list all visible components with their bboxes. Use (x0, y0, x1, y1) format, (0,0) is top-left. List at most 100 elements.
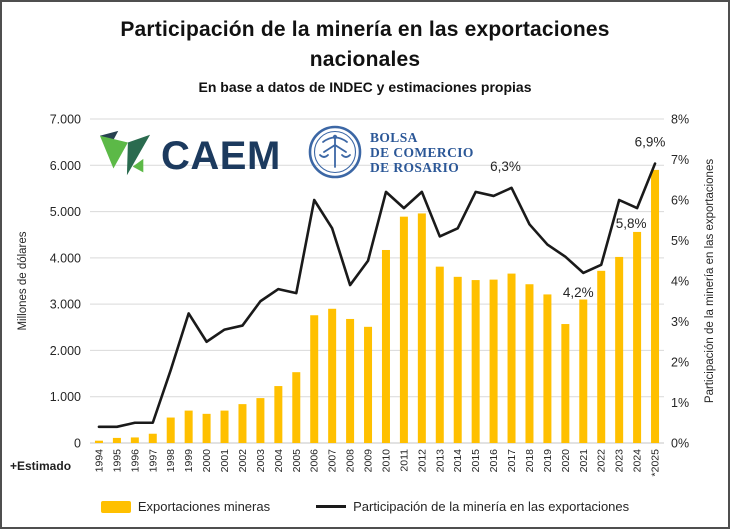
bar-2011 (399, 216, 408, 443)
bcr-logo-line3: DE ROSARIO (370, 159, 460, 175)
x-label-2017: 2017 (506, 449, 518, 473)
bar-2005 (292, 372, 301, 443)
x-label-2013: 2013 (434, 449, 446, 473)
x-label-2015: 2015 (470, 449, 482, 473)
x-label-2023: 2023 (614, 449, 626, 473)
bar-2016 (489, 279, 498, 443)
bar-2008 (346, 318, 355, 443)
x-label-2003: 2003 (255, 449, 267, 473)
left-tick-4.000: 4.000 (50, 251, 81, 265)
left-tick-6.000: 6.000 (50, 159, 81, 173)
x-label-1998: 1998 (165, 449, 177, 473)
x-label-2009: 2009 (363, 449, 375, 473)
caem-logo: CAEM (98, 129, 281, 183)
caem-logo-text: CAEM (161, 134, 281, 178)
right-tick-7%: 7% (671, 153, 689, 167)
x-label-2020: 2020 (560, 449, 572, 473)
x-label-2008: 2008 (345, 449, 357, 473)
annotation-2021: 4,2% (563, 285, 594, 300)
x-label-*2025: *2025 (650, 449, 662, 477)
x-label-2007: 2007 (327, 449, 339, 473)
bar-2015 (471, 280, 480, 443)
bar-2000 (202, 413, 211, 443)
caem-logo-icon (99, 130, 151, 176)
right-tick-3%: 3% (671, 315, 689, 329)
legend-item-participation: Participación de la minería en las expor… (316, 499, 629, 514)
bar-2004 (274, 386, 283, 443)
bar-2022 (597, 270, 606, 443)
x-label-2016: 2016 (488, 449, 500, 473)
bar-1996 (130, 437, 139, 443)
line-swatch-icon (316, 505, 347, 508)
left-tick-5.000: 5.000 (50, 205, 81, 219)
x-label-1999: 1999 (183, 449, 195, 473)
right-tick-0%: 0% (671, 437, 689, 451)
left-tick-0: 0 (74, 437, 81, 451)
bar-2009 (364, 326, 373, 443)
right-axis-title: Participación de la minería en las expor… (704, 159, 716, 403)
bar-2007 (328, 308, 337, 443)
bar-2020 (561, 324, 570, 443)
bar-2006 (310, 315, 319, 443)
x-label-2006: 2006 (309, 449, 321, 473)
bar-1997 (148, 433, 157, 443)
left-axis-ticks: 0 1.000 2.000 3.000 4.000 5.000 6.000 7.000 (50, 113, 81, 451)
left-tick-3.000: 3.000 (50, 298, 81, 312)
legend-label-exports: Exportaciones mineras (137, 499, 271, 514)
bcr-logo-line2: DE COMERCIO (370, 144, 474, 160)
participation-line (97, 162, 657, 429)
bar-1995 (112, 437, 121, 443)
legend-item-exports: Exportaciones mineras (100, 499, 271, 514)
annotations: 6,3% 4,2% 5,8% 6,9% (490, 135, 665, 300)
x-label-1994: 1994 (93, 449, 105, 473)
x-label-2014: 2014 (452, 449, 464, 473)
x-label-2022: 2022 (596, 449, 608, 473)
x-label-2021: 2021 (578, 449, 590, 473)
x-label-2019: 2019 (542, 449, 554, 473)
right-tick-4%: 4% (671, 275, 689, 289)
bar-*2025 (651, 169, 660, 443)
right-tick-1%: 1% (671, 396, 689, 410)
right-tick-2%: 2% (671, 356, 689, 370)
x-label-2024: 2024 (632, 449, 644, 473)
bar-1998 (166, 417, 175, 443)
bar-2012 (417, 213, 426, 443)
estimated-footnote: +Estimado (10, 459, 72, 473)
x-axis-labels: 1994 1995 1996 1997 1998 1999 2000 2001 2002 2003… (93, 449, 661, 477)
bar-2019 (543, 294, 552, 443)
bar-swatch-icon (100, 500, 131, 513)
bar-2001 (220, 410, 229, 443)
legend-label-participation: Participación de la minería en las expor… (353, 499, 630, 514)
x-label-2004: 2004 (273, 449, 285, 473)
bar-2018 (525, 284, 534, 443)
bcr-logo-line1: BOLSA (370, 129, 418, 145)
x-label-2001: 2001 (219, 449, 231, 473)
bar-2013 (435, 266, 444, 443)
right-tick-8%: 8% (671, 113, 689, 127)
bar-2023 (615, 256, 624, 443)
x-label-2000: 2000 (201, 449, 213, 473)
bar-1999 (184, 410, 193, 443)
chart-legend: Exportaciones mineras Participación de l… (2, 499, 728, 514)
left-tick-1.000: 1.000 (50, 390, 81, 404)
x-label-1995: 1995 (111, 449, 123, 473)
bcr-logo-text: BOLSA DE COMERCIO DE ROSARIO (370, 130, 474, 175)
bar-2003 (256, 398, 265, 443)
gridlines (90, 118, 664, 444)
chart-title: Participación de la minería en las expor… (120, 18, 610, 71)
x-label-2012: 2012 (416, 449, 428, 473)
bar-2002 (238, 404, 247, 443)
left-tick-2.000: 2.000 (50, 344, 81, 358)
bar-series-exportaciones (94, 169, 660, 443)
bar-1994 (94, 440, 103, 443)
x-label-2002: 2002 (237, 449, 249, 473)
bar-2024 (633, 231, 642, 443)
bar-2017 (507, 273, 516, 443)
right-axis-ticks: 0% 1% 2% 3% 4% 5% 6% 7% 8% (671, 113, 689, 451)
left-tick-7.000: 7.000 (50, 113, 81, 127)
bcr-emblem-icon (308, 125, 362, 179)
right-tick-5%: 5% (671, 234, 689, 248)
x-label-2005: 2005 (291, 449, 303, 473)
